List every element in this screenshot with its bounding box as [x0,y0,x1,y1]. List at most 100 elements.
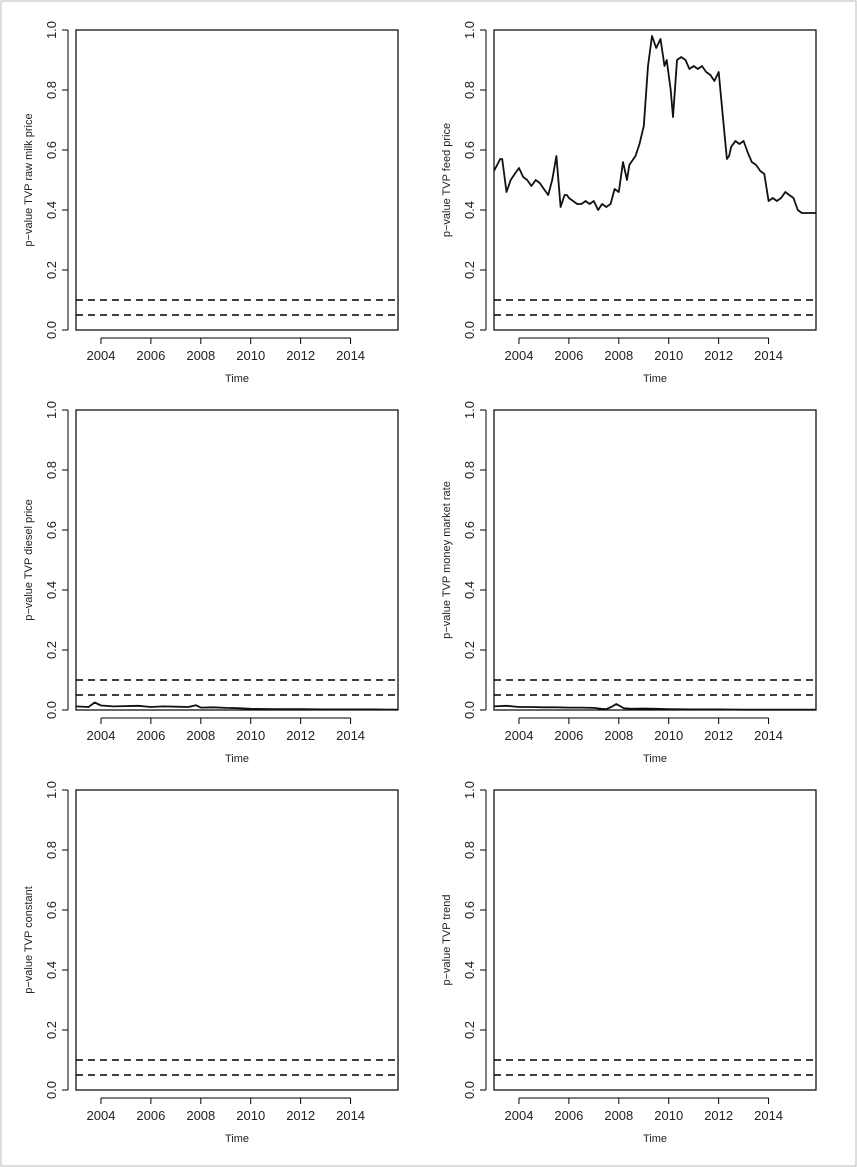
y-tick-label: 0.6 [44,141,59,159]
x-tick-label: 2004 [87,1108,116,1123]
chart-panel-5: 0.0 0.2 0.4 0.6 0.8 1.0 p−value TVP constant 20… [23,781,399,1145]
x-tick-label: 2012 [704,348,733,363]
x-tick-label: 2004 [505,348,534,363]
y-tick-label: 0.8 [462,461,477,479]
y-tick-label: 1.0 [462,21,477,39]
chart-panel-3: 0.0 0.2 0.4 0.6 0.8 1.0 p−value TVP diesel pri… [23,401,399,765]
x-axis-title: Time [643,1133,667,1145]
series-line [493,703,816,711]
y-tick-label: 0.4 [462,201,477,219]
x-tick-label: 2004 [87,728,116,743]
y-tick-label: 1.0 [44,21,59,39]
y-axis-title: p−value TVP diesel price [23,499,35,621]
chart-panel-6: 0.0 0.2 0.4 0.6 0.8 1.0 p−value TVP trend 2004 2… [441,781,817,1145]
plot-frame [493,789,817,1091]
y-tick-label: 1.0 [44,401,59,419]
x-tick-label: 2006 [554,348,583,363]
x-tick-label: 2008 [186,348,215,363]
x-tick-label: 2014 [336,1108,365,1123]
plot-frame [493,409,817,711]
y-tick-label: 0.4 [44,961,59,979]
y-tick-label: 0.2 [44,1021,59,1039]
x-tick-label: 2004 [505,1108,534,1123]
x-tick-label: 2014 [336,728,365,743]
y-tick-label: 0.2 [462,1021,477,1039]
x-tick-label: 2010 [236,728,265,743]
x-tick-label: 2006 [136,728,165,743]
x-tick-label: 2014 [754,728,783,743]
x-tick-label: 2014 [754,1108,783,1123]
x-tick-label: 2010 [654,348,683,363]
y-axis-title: p−value TVP money market rate [441,481,453,639]
x-axis-title: Time [643,753,667,765]
y-tick-label: 0.8 [462,841,477,859]
x-tick-label: 2006 [136,348,165,363]
y-tick-label: 1.0 [462,781,477,799]
x-tick-label: 2006 [136,1108,165,1123]
y-tick-label: 0.8 [44,461,59,479]
x-tick-label: 2010 [654,1108,683,1123]
y-tick-label: 0.0 [44,701,59,719]
plot-frame [75,409,399,711]
y-tick-label: 0.4 [44,201,59,219]
plot-frame [75,29,399,331]
y-tick-label: 0.0 [44,1081,59,1099]
y-tick-label: 0.6 [44,901,59,919]
x-tick-label: 2014 [754,348,783,363]
chart-panel-1: 0.0 0.2 0.4 0.6 0.8 1.0 p−value TVP raw milk p… [23,21,399,385]
x-tick-label: 2010 [654,728,683,743]
chart-panel-4: 0.0 0.2 0.4 0.6 0.8 1.0 p−value TVP money mark… [441,401,817,765]
chart-panel-2: 0.0 0.2 0.4 0.6 0.8 1.0 p−value TVP feed price… [441,21,817,385]
y-tick-label: 0.6 [462,141,477,159]
series-line [75,701,399,711]
y-axis-title: p−value TVP raw milk price [23,113,35,246]
plot-frame [75,789,399,1091]
y-tick-label: 0.2 [44,261,59,279]
y-axis-title: p−value TVP feed price [441,123,453,237]
y-tick-label: 1.0 [462,401,477,419]
x-tick-label: 2014 [336,348,365,363]
x-tick-label: 2012 [704,728,733,743]
plot-frame [493,29,817,331]
y-tick-label: 0.8 [44,81,59,99]
y-tick-label: 0.6 [462,521,477,539]
x-tick-label: 2010 [236,348,265,363]
y-tick-label: 0.4 [462,581,477,599]
y-tick-label: 0.6 [44,521,59,539]
y-tick-label: 0.0 [44,321,59,339]
x-axis-title: Time [225,1133,249,1145]
y-tick-label: 0.2 [462,641,477,659]
series-line [493,35,816,214]
y-tick-label: 0.8 [44,841,59,859]
y-tick-label: 0.2 [44,641,59,659]
x-tick-label: 2006 [554,728,583,743]
y-tick-label: 0.4 [462,961,477,979]
x-tick-label: 2012 [286,728,315,743]
x-axis-title: Time [225,373,249,385]
y-tick-label: 0.0 [462,1081,477,1099]
x-tick-label: 2012 [286,348,315,363]
x-axis-title: Time [643,373,667,385]
y-tick-label: 0.0 [462,321,477,339]
y-tick-label: 1.0 [44,781,59,799]
y-tick-label: 0.4 [44,581,59,599]
y-axis-title: p−value TVP constant [23,886,35,994]
y-tick-label: 0.8 [462,81,477,99]
x-tick-label: 2012 [286,1108,315,1123]
y-tick-label: 0.0 [462,701,477,719]
x-tick-label: 2004 [505,728,534,743]
x-tick-label: 2004 [87,348,116,363]
x-tick-label: 2012 [704,1108,733,1123]
x-tick-label: 2008 [186,1108,215,1123]
x-axis-title: Time [225,753,249,765]
x-tick-label: 2006 [554,1108,583,1123]
y-tick-label: 0.2 [462,261,477,279]
y-tick-label: 0.6 [462,901,477,919]
x-tick-label: 2010 [236,1108,265,1123]
x-tick-label: 2008 [604,348,633,363]
y-axis-title: p−value TVP trend [441,894,453,985]
x-tick-label: 2008 [186,728,215,743]
x-tick-label: 2008 [604,728,633,743]
